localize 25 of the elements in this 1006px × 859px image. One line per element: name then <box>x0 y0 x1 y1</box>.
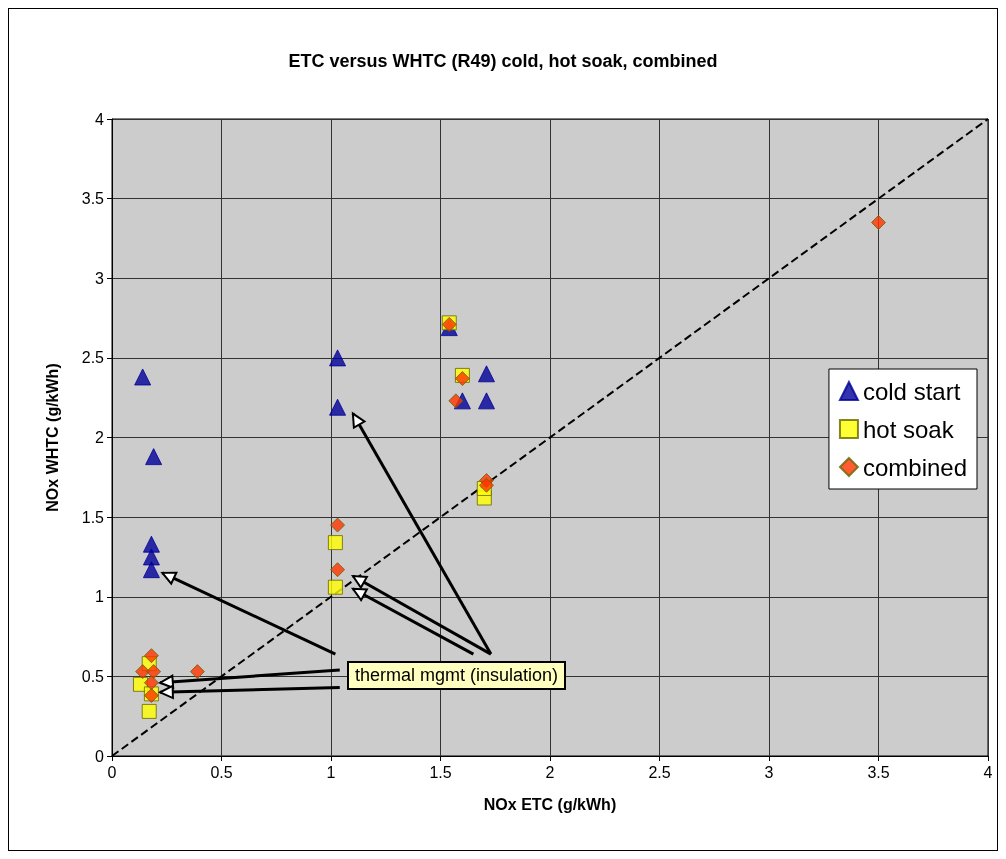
x-tick-label: 0.5 <box>210 763 233 781</box>
annotation: thermal mgmt (insulation) <box>347 661 567 690</box>
y-axis-title: NOx WHTC (g/kWh) <box>43 363 61 512</box>
y-tick-label: 3.5 <box>81 190 105 208</box>
y-tick-label: 1 <box>95 588 105 606</box>
y-tick-label: 1.5 <box>81 508 105 526</box>
x-tick-label: 2 <box>545 763 555 781</box>
x-axis-title: NOx ETC (g/kWh) <box>483 795 617 813</box>
y-tick-label: 2.5 <box>81 349 105 367</box>
legend-label: combined <box>862 453 967 481</box>
y-tick-label: 0 <box>95 747 105 765</box>
y-tick-label: 2 <box>95 429 105 446</box>
x-tick-label: 1 <box>326 763 336 781</box>
x-tick-label: 0 <box>107 763 117 781</box>
x-tick-label: 4 <box>983 763 993 781</box>
y-tick-label: 3 <box>95 269 105 287</box>
legend-label: cold start <box>862 377 961 405</box>
x-tick-label: 1.5 <box>429 763 452 781</box>
legend-label: hot soak <box>862 415 955 443</box>
y-tick-label: 0.5 <box>81 667 105 685</box>
chart-title: ETC versus WHTC (R49) cold, hot soak, combined <box>288 51 718 71</box>
y-tick-label: 4 <box>95 110 105 128</box>
x-tick-label: 3 <box>764 763 774 781</box>
x-tick-label: 2.5 <box>648 763 671 781</box>
x-tick-label: 3.5 <box>867 763 890 781</box>
